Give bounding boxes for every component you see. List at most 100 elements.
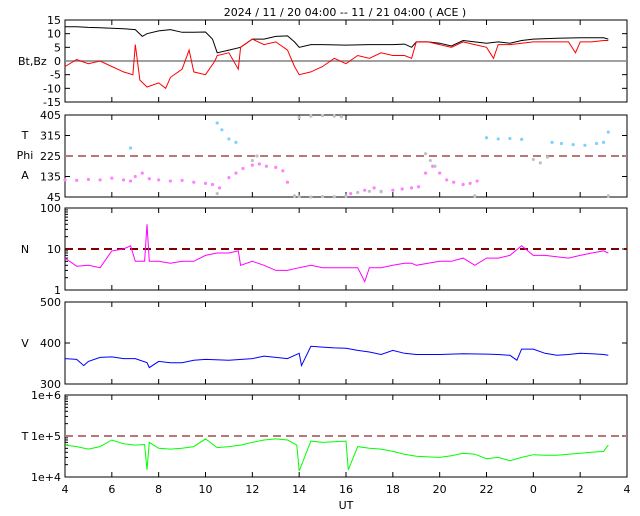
y-tick-label: 225 xyxy=(40,150,61,163)
scatter-point-blue xyxy=(496,137,500,141)
scatter-point-blue xyxy=(484,136,489,140)
scatter-point-blue xyxy=(508,136,512,141)
scatter-point-grey xyxy=(531,157,535,162)
x-tick-label: 10 xyxy=(199,483,213,496)
scatter-point-magenta xyxy=(210,182,215,187)
scatter-point-magenta xyxy=(391,188,395,192)
scatter-point-grey xyxy=(215,191,219,196)
scatter-point-grey xyxy=(309,114,313,118)
x-tick-label: 2 xyxy=(577,483,584,496)
x-tick-label: 4 xyxy=(624,483,631,496)
scatter-point-magenta xyxy=(416,185,421,189)
scatter-point-grey xyxy=(309,195,313,199)
series-line-t xyxy=(64,438,609,472)
x-tick-label: 22 xyxy=(480,483,494,496)
scatter-point-magenta xyxy=(241,166,245,171)
scatter-point-grey xyxy=(320,194,325,199)
x-axis-label: UT xyxy=(339,499,354,512)
panel-temperature: 1e+6 1e+5 1e+4 T xyxy=(21,389,628,484)
scatter-point-magenta xyxy=(180,178,184,182)
scatter-point-magenta xyxy=(234,171,238,175)
scatter-point-magenta xyxy=(98,178,102,182)
scatter-point-magenta xyxy=(75,178,79,182)
panel-y-label: T xyxy=(21,129,29,142)
scatter-point-magenta xyxy=(431,164,435,168)
scatter-point-blue xyxy=(559,141,564,146)
scatter-point-grey xyxy=(606,194,610,198)
scatter-point-grey xyxy=(292,194,297,198)
y-tick-label: 405 xyxy=(40,109,61,122)
scatter-point-magenta xyxy=(227,176,231,180)
scatter-point-grey xyxy=(538,161,542,165)
scatter-point-magenta xyxy=(128,179,133,183)
chart-panels: 151050-5-10-15Bt,Bz40531522513545TPhiA10… xyxy=(17,14,631,496)
panel-y-label: N xyxy=(21,243,29,256)
scatter-point-magenta xyxy=(217,186,222,190)
y-tick-label: 1e+4 xyxy=(31,471,61,484)
scatter-point-grey xyxy=(379,190,383,194)
y-tick-label: 135 xyxy=(40,171,61,184)
scatter-point-magenta xyxy=(168,179,172,183)
scatter-point-magenta xyxy=(203,181,208,185)
x-tick-label: 6 xyxy=(108,483,115,496)
y-tick-label: 10 xyxy=(47,243,61,256)
scatter-point-grey xyxy=(367,189,372,193)
scatter-point-blue xyxy=(594,141,599,146)
scatter-point-magenta xyxy=(475,179,479,183)
scatter-point-blue xyxy=(234,140,238,144)
panel-density: 100 10 1 N xyxy=(21,202,628,297)
x-tick-label: 16 xyxy=(339,483,353,496)
scatter-point-grey xyxy=(332,195,336,199)
series-line-bt xyxy=(65,26,609,54)
panel-y-label: V xyxy=(21,337,29,350)
scatter-point-magenta xyxy=(281,169,285,173)
panel-frame xyxy=(64,301,628,385)
scatter-point-grey xyxy=(428,158,432,163)
scatter-point-magenta xyxy=(363,188,367,192)
scatter-point-blue xyxy=(571,143,575,147)
y-tick-label: 500 xyxy=(40,296,61,309)
y-tick-label: 15 xyxy=(47,14,61,27)
scatter-point-magenta xyxy=(372,186,376,190)
chart-title: 2024 / 11 / 20 04:00 -- 11 / 21 04:00 ( … xyxy=(224,6,466,19)
y-tick-label: 400 xyxy=(40,337,61,350)
scatter-point-magenta xyxy=(250,163,254,167)
scatter-point-magenta xyxy=(133,174,137,179)
scatter-point-grey xyxy=(297,115,301,119)
x-tick-label: 18 xyxy=(386,483,400,496)
scatter-point-grey xyxy=(433,164,437,168)
scatter-point-grey xyxy=(332,114,336,118)
scatter-point-grey xyxy=(356,190,360,195)
panel-y-label: T xyxy=(21,430,29,443)
y-tick-label: 45 xyxy=(47,191,61,204)
scatter-point-grey xyxy=(297,194,301,198)
x-tick-label: 4 xyxy=(62,483,69,496)
scatter-point-magenta xyxy=(468,181,472,185)
y-tick-label: 1 xyxy=(54,284,61,297)
scatter-point-grey xyxy=(473,194,477,198)
y-tick-label: 1e+6 xyxy=(31,389,61,402)
panel-y-label: A xyxy=(21,169,29,182)
scatter-point-grey xyxy=(344,194,348,198)
scatter-point-grey xyxy=(320,114,325,118)
series-line-v xyxy=(64,345,609,369)
scatter-point-magenta xyxy=(86,177,91,182)
x-tick-label: 14 xyxy=(292,483,306,496)
scatter-point-magenta xyxy=(192,180,196,184)
y-tick-label: 5 xyxy=(54,41,61,54)
scatter-point-magenta xyxy=(461,182,465,187)
x-tick-label: 8 xyxy=(155,483,162,496)
scatter-point-magenta xyxy=(110,176,114,180)
y-tick-label: -15 xyxy=(43,96,61,109)
y-tick-label: 315 xyxy=(40,130,61,143)
scatter-point-magenta xyxy=(445,178,449,182)
x-tick-label: 0 xyxy=(530,483,537,496)
scatter-point-blue xyxy=(550,140,554,144)
panel-y-label: Bt,Bz xyxy=(18,55,47,68)
panel-speed: 500 400 300 V xyxy=(21,296,628,391)
scatter-point-blue xyxy=(227,137,231,141)
scatter-point-magenta xyxy=(409,186,414,190)
scatter-point-blue xyxy=(220,128,224,132)
